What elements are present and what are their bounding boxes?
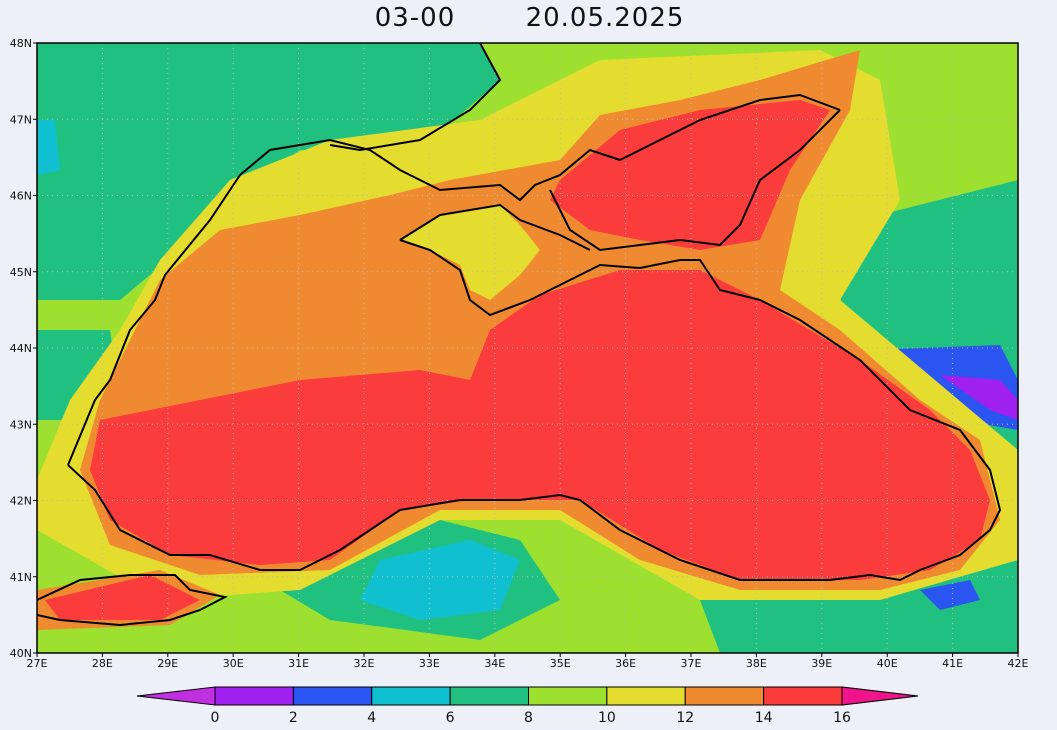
colorbar-label: 14 [755,710,773,726]
field-purple [940,375,1018,420]
field-blue [920,580,980,610]
colorbar-label: 12 [676,710,694,726]
field-red [45,575,200,620]
y-tick-label: 40N [10,647,32,660]
x-tick-label: 41E [942,657,963,670]
colorbar-segment [528,686,608,706]
colorbar-segment [214,686,294,706]
colorbar: 0 2 4 6 8 10 12 14 16 [136,686,919,726]
coastline [37,43,1002,627]
y-tick-label: 46N [10,190,32,203]
colorbar-segment [606,686,686,706]
x-tick-label: 36E [615,657,636,670]
x-tick-label: 35E [550,657,571,670]
colorbar-label: 16 [833,710,851,726]
colorbar-label: 8 [524,710,533,726]
field-red [550,100,830,250]
colorbar-label: 0 [211,710,220,726]
y-tick-label: 43N [10,418,32,431]
x-tick-label: 33E [419,657,440,670]
y-tick-label: 47N [10,113,32,126]
colorbar-segment [763,686,843,706]
x-tick-label: 28E [92,657,113,670]
x-tick-label: 37E [681,657,702,670]
y-tick-label: 48N [10,37,32,50]
field-green [700,560,1018,653]
forecast-date: 20.05.2025 [526,3,685,33]
y-tick-label: 45N [10,266,32,279]
x-tick-label: 40E [877,657,898,670]
graticule [37,43,1018,653]
x-tick-label: 39E [811,657,832,670]
x-tick-label: 34E [484,657,505,670]
x-tick-label: 27E [27,657,48,670]
x-tick-label: 31E [288,657,309,670]
field-cyan [360,540,520,620]
field-cyan [37,120,60,175]
x-tick-label: 38E [746,657,767,670]
map-field [37,43,1018,653]
forecast-time: 03-00 [375,3,456,33]
colorbar-segment [449,686,529,706]
colorbar-segment [684,686,765,706]
x-tick-label: 32E [354,657,375,670]
colorbar-label: 6 [446,710,455,726]
x-tick-label: 30E [223,657,244,670]
field-red [90,270,990,580]
y-tick-label: 44N [10,342,32,355]
colorbar-label: 4 [367,710,376,726]
colorbar-label: 2 [289,710,298,726]
colorbar-label: 10 [598,710,616,726]
y-tick-label: 41N [10,571,32,584]
colorbar-segment [292,686,373,706]
x-tick-label: 42E [1008,657,1029,670]
colorbar-segment [371,686,451,706]
colorbar-high [841,686,919,706]
y-tick-label: 42N [10,495,32,508]
x-tick-label: 29E [157,657,178,670]
field-yellow [400,205,540,300]
